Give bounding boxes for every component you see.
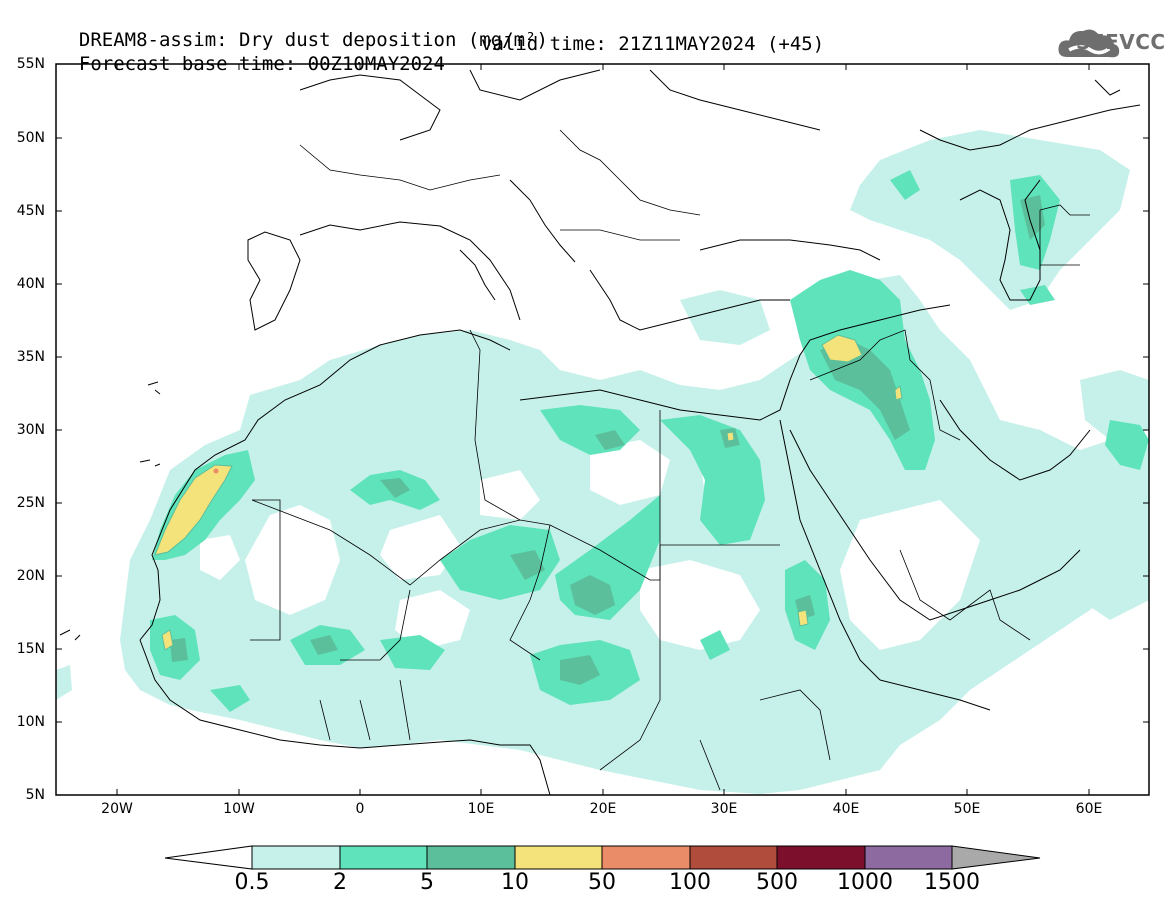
colorbar-label: 5 [420,870,434,895]
lon-label: 20E [589,801,617,817]
colorbar-label: 1500 [924,870,980,895]
lon-label: 50E [953,801,981,817]
lon-label: 20W [101,801,133,817]
cloud-logo-icon [1058,29,1120,58]
lon-label: 60E [1075,801,1103,817]
title-line-1: DREAM8-assim: Dry dust deposition (mg/m²… [78,29,548,51]
lat-label: 35N [16,349,45,365]
lat-label: 10N [16,714,45,730]
lon-label: 40E [832,801,860,817]
colorbar-label: 100 [669,870,711,895]
colorbar-under-arrow [164,845,253,870]
colorbar-label: 10 [501,870,529,895]
lat-label: 30N [16,422,45,438]
contour-level-10 [154,334,903,651]
lat-label: 25N [16,495,45,511]
colorbar-box-1 [339,845,428,870]
dust-deposition-field [56,69,1149,795]
colorbar-label: 50 [588,870,616,895]
colorbar-box-5 [689,845,778,870]
coastlines [59,69,1141,795]
country-borders [250,129,1090,791]
colorbar-box-2 [426,845,516,870]
lon-tick-marks [116,64,1090,795]
logo-text: SEEVCCC [1076,30,1165,54]
lat-label: 50N [16,130,45,146]
colorbar-label: 2 [333,870,347,895]
lat-label: 45N [16,203,45,219]
contour-level-50 [213,468,219,474]
colorbar-label: 1000 [837,870,893,895]
valid-time: valid time: 21Z11MAY2024 (+45) [481,33,825,55]
colorbar-box-7 [864,845,953,870]
colorbar-box-4 [601,845,691,870]
lat-label: 20N [16,568,45,584]
colorbar-box-6 [776,845,866,870]
lat-label: 40N [16,276,45,292]
colorbar-over-arrow [951,845,1041,870]
lon-label: 0 [355,801,365,817]
colorbar-box-3 [514,845,603,870]
colorbar-label: 500 [756,870,798,895]
lon-label: 10E [467,801,495,817]
colorbar-label: 0.5 [234,870,270,895]
lat-tick-marks [56,63,1149,723]
lat-label: 15N [16,641,45,657]
map-title: DREAM8-assim: Dry dust deposition (mg/m²… [56,10,548,50]
lat-label: 55N [16,56,45,72]
lon-label: 30E [710,801,738,817]
colorbar [164,845,1041,870]
lon-label: 10W [223,801,255,817]
colorbar-box-0 [251,845,341,870]
lat-label: 5N [25,787,45,803]
